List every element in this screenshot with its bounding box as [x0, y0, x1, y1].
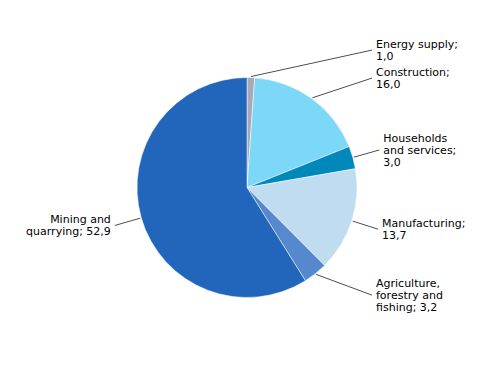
- data-label-line: 13,7: [382, 229, 407, 242]
- labels: Energy supply;1,0 Construction;16,0 Househ…: [26, 38, 465, 314]
- data-label-line: 16,0: [376, 78, 401, 91]
- data-label: Agriculture,forestry andfishing; 3,2: [376, 277, 443, 314]
- leader-line: [354, 150, 379, 157]
- data-label-line: 3,0: [383, 156, 401, 169]
- data-label: Construction;16,0: [376, 66, 450, 91]
- leader-line: [353, 221, 378, 229]
- data-label-line: quarrying; 52,9: [26, 225, 111, 238]
- data-label: Householdsand services;3,0: [383, 132, 456, 169]
- data-label: Mining andquarrying; 52,9: [26, 213, 111, 238]
- data-label-line: fishing; 3,2: [376, 301, 437, 314]
- leader-line: [251, 50, 372, 76]
- pie: [137, 78, 357, 298]
- data-label: Manufacturing;13,7: [382, 217, 465, 242]
- chart: Energy supply;1,0 Construction;16,0 Househ…: [0, 0, 494, 375]
- leader-line: [316, 274, 372, 295]
- leader-line: [312, 78, 372, 98]
- slice: [137, 78, 305, 298]
- data-label-line: 1,0: [376, 50, 394, 63]
- leader-line: [115, 218, 140, 225]
- data-label: Energy supply;1,0: [376, 38, 458, 63]
